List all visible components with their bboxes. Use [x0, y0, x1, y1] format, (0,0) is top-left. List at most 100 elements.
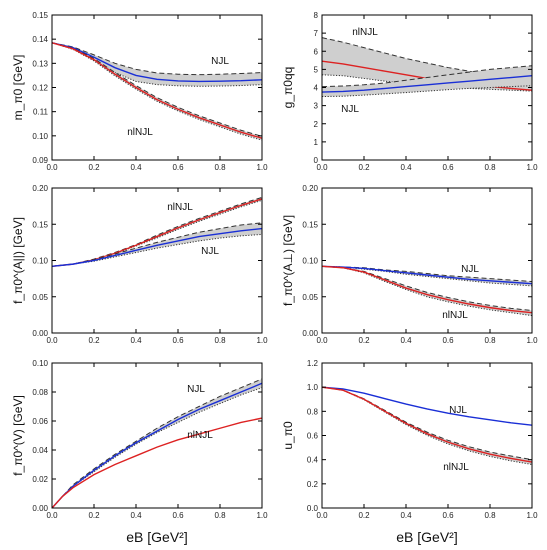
chart-panel-u: 0.0 0.2 0.4 0.6 0.8 1.0 0.0 0.2 0.4 0.6 0.8 1.0 1.2 u…: [281, 359, 538, 520]
x-tick-label: 0.0: [316, 511, 328, 520]
x-axis-label-left: eB [GeV²]: [126, 529, 187, 545]
y-tick-label: 0.15: [32, 220, 48, 229]
y-tick-label: 7: [314, 29, 319, 38]
uncertainty-band: [52, 197, 262, 267]
series-line-njl: [52, 42, 262, 83]
y-tick-label: 0.09: [32, 156, 48, 165]
y-tick-label: 0.08: [32, 388, 48, 397]
curve-annotation: nlNJL: [443, 462, 469, 473]
plot-area-m: [52, 42, 262, 141]
series-line-nlnjl: [322, 265, 532, 314]
band-lower-edge: [52, 42, 262, 141]
x-tick-label: 0.8: [214, 336, 226, 345]
y-tick-label: 0.15: [302, 220, 318, 229]
series-line-nlnjl: [52, 417, 262, 508]
x-tick-label: 0.6: [172, 336, 184, 345]
chart-panel-g: 0.0 0.2 0.4 0.6 0.8 1.0 0 1 2 3 4 5 6 7 8 g_π0qq nlNJL NJ…: [281, 11, 538, 172]
series-line-njl: [52, 382, 262, 508]
curve-annotation: nlNJL: [187, 430, 213, 441]
y-tick-label: 0.11: [33, 108, 49, 117]
y-tick-label: 0.00: [32, 504, 48, 513]
y-tick-label: 1: [314, 138, 319, 147]
curve-annotation: NJL: [341, 104, 359, 115]
chart-panel-fV: 0.0 0.2 0.4 0.6 0.8 1.0 0.00 0.02 0.04 0.06 0.08 0.…: [11, 359, 268, 520]
band-upper-edge: [52, 42, 262, 137]
y-tick-label: 0.05: [302, 293, 318, 302]
y-tick-label: 5: [314, 65, 319, 74]
x-tick-label: 1.0: [526, 163, 538, 172]
x-tick-label: 1.0: [256, 336, 268, 345]
x-tick-label: 0.2: [358, 163, 370, 172]
x-tick-label: 0.2: [358, 511, 370, 520]
x-tick-label: 0.2: [88, 163, 100, 172]
x-tick-label: 1.0: [256, 163, 268, 172]
x-tick-label: 0.4: [130, 336, 142, 345]
x-tick-label: 0.8: [484, 336, 496, 345]
y-tick-label: 0.02: [32, 475, 48, 484]
y-tick-label: 0.00: [302, 329, 318, 338]
x-tick-label: 0.6: [442, 336, 454, 345]
x-tick-label: 0.8: [484, 163, 496, 172]
y-tick-label: 3: [314, 102, 319, 111]
x-tick-label: 1.0: [526, 336, 538, 345]
chart-panel-fA_perp: 0.0 0.2 0.4 0.6 0.8 1.0 0.00 0.05 0.10 0.15 0.20 f_…: [281, 184, 538, 345]
chart-panel-m: 0.0 0.2 0.4 0.6 0.8 1.0 0.09 0.10 0.11 0.12 0.13 0.…: [11, 11, 268, 172]
band-upper-edge: [322, 386, 532, 461]
uncertainty-band: [322, 387, 532, 465]
x-tick-label: 0.0: [46, 163, 58, 172]
y-tick-label: 0.0: [307, 504, 319, 513]
y-tick-label: 0.10: [32, 359, 48, 368]
x-tick-label: 0.2: [88, 511, 100, 520]
band-upper-edge: [322, 265, 532, 312]
plot-area-fA_perp: [322, 265, 532, 317]
band-upper-edge: [52, 42, 262, 76]
x-tick-label: 0.0: [46, 336, 58, 345]
y-axis-label: m_π0 [GeV]: [11, 55, 25, 121]
y-axis-label: g_π0qq: [281, 67, 295, 109]
series-line-nlnjl: [52, 42, 262, 139]
y-tick-label: 0.2: [307, 480, 319, 489]
band-lower-edge: [322, 265, 532, 317]
curve-annotation: NJL: [449, 405, 467, 416]
y-tick-label: 1.0: [307, 383, 319, 392]
y-tick-label: 0.4: [307, 456, 319, 465]
curve-annotation: nlNJL: [352, 27, 378, 38]
band-upper-edge: [322, 65, 532, 88]
uncertainty-band: [52, 42, 262, 141]
x-tick-label: 1.0: [256, 511, 268, 520]
x-tick-label: 0.2: [88, 336, 100, 345]
band-lower-edge: [52, 199, 262, 267]
uncertainty-band: [52, 378, 262, 508]
x-tick-label: 0.4: [130, 163, 142, 172]
x-tick-label: 0.4: [400, 336, 412, 345]
series-line-njl: [322, 75, 532, 93]
series-line-njl: [322, 265, 532, 285]
y-tick-label: 0.10: [32, 132, 48, 141]
y-axis-label: u_π0: [281, 421, 295, 450]
uncertainty-band: [52, 222, 262, 267]
band-upper-edge: [52, 378, 262, 508]
uncertainty-band: [52, 42, 262, 87]
y-tick-label: 0.10: [302, 257, 318, 266]
y-tick-label: 0.15: [32, 11, 48, 20]
series-line-njl: [322, 386, 532, 426]
y-tick-label: 4: [314, 84, 319, 93]
x-tick-label: 0.2: [358, 336, 370, 345]
plot-area-fA_par: [52, 196, 262, 267]
y-tick-label: 2: [314, 120, 319, 129]
curve-annotation: nlNJL: [442, 310, 468, 321]
plot-frame: [51, 362, 263, 509]
y-tick-label: 0.8: [307, 407, 319, 416]
chart-panel-fA_par: 0.0 0.2 0.4 0.6 0.8 1.0 0.00 0.05 0.10 0.15 0.20 f_…: [11, 184, 268, 345]
y-tick-label: 1.2: [307, 359, 319, 368]
curve-annotation: NJL: [211, 56, 229, 67]
y-tick-label: 0.05: [32, 293, 48, 302]
curve-annotation: NJL: [201, 246, 219, 257]
y-axis-label: f_π0^(V) [GeV]: [11, 395, 25, 476]
x-tick-label: 0.4: [400, 511, 412, 520]
y-tick-label: 0.06: [32, 417, 48, 426]
band-lower-edge: [322, 386, 532, 465]
x-tick-label: 0.4: [400, 163, 412, 172]
y-tick-label: 0: [314, 156, 319, 165]
